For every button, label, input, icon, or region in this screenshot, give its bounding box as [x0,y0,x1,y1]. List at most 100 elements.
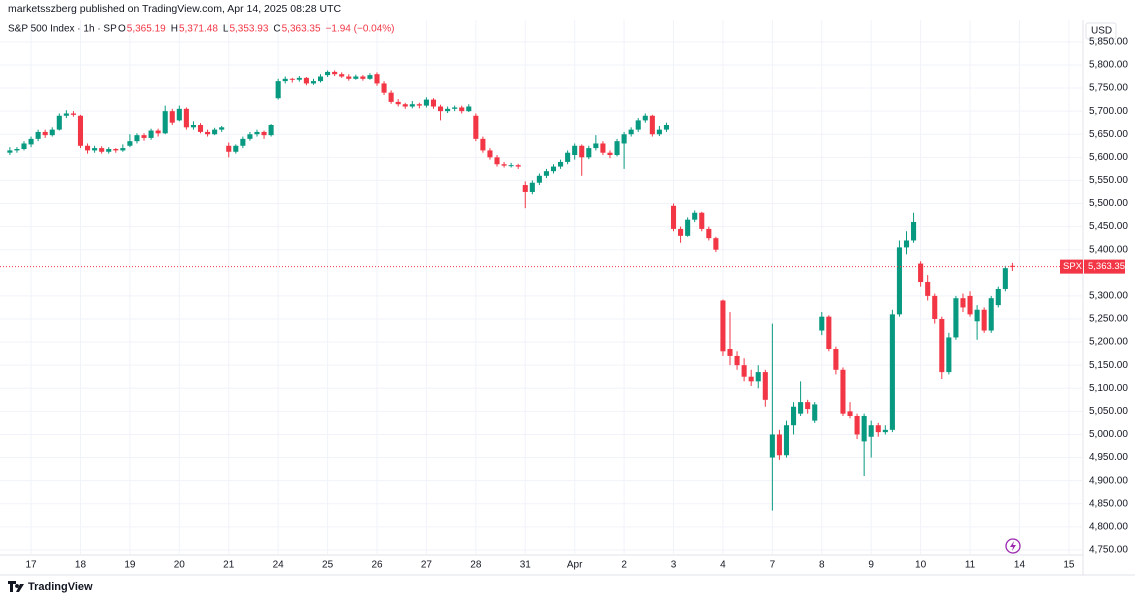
candle-body [310,81,317,84]
candle-body [572,145,578,156]
candle-body [847,411,853,416]
candle-body [840,369,846,414]
legend-key: C [273,24,280,35]
candle-body [995,288,1001,306]
currency-label[interactable]: USD [1091,26,1112,37]
candle-body [219,127,225,130]
y-tick-label: 5,550.00 [1089,175,1128,186]
currency-box[interactable] [1085,22,1117,40]
candle-body [727,349,733,356]
candle-body [56,115,62,130]
x-tick-label: Apr [567,560,583,571]
candle-body [579,145,585,158]
candle-body [861,415,867,442]
x-tick-label: 8 [819,560,825,571]
candle-body [205,131,211,135]
candle-body [932,295,938,319]
last-price-box [1084,259,1125,274]
candle-body [289,78,295,80]
candle-body [240,138,246,146]
candle-body [713,238,719,250]
y-tick-label: 4,850.00 [1089,498,1128,509]
candle-body [501,164,507,166]
candle-body [77,115,84,146]
candle-body [197,124,204,132]
candle-body [819,316,825,331]
candle-body [70,113,76,115]
candle-body [183,108,189,128]
last-price-tag [1060,259,1083,274]
y-tick-label: 5,650.00 [1089,129,1128,140]
candles [7,70,1015,511]
candle-body [720,300,726,352]
candle-body [918,263,924,283]
candle-body [692,212,698,220]
candle-body [134,135,140,142]
candle-body [99,148,105,152]
candle-body [49,129,55,136]
candle-body [7,150,13,153]
x-tick-label: 31 [520,560,532,571]
candle-body [762,372,768,400]
candle-body [395,101,401,105]
candle-body [522,185,528,192]
candle-body [360,76,366,79]
candle-body [896,247,902,315]
candle-body [889,314,895,430]
candle-body [593,143,599,149]
x-tick-label: 4 [720,560,726,571]
candle-body [438,106,444,112]
legend-change: −1.94 (−0.04%) [326,24,395,35]
y-tick-label: 5,400.00 [1089,244,1128,255]
y-tick-label: 5,050.00 [1089,406,1128,417]
brand-logo [8,581,24,592]
events-icon[interactable] [1005,538,1021,554]
legend-key: H [171,24,178,35]
candle-body [536,175,542,183]
candle-body [543,171,549,176]
candle-body [550,166,557,172]
candle-body [325,71,331,76]
legend-value: 5,353.93 [229,24,268,35]
x-tick-label: 14 [1014,560,1026,571]
candle-body [63,113,69,116]
candle-body [911,221,917,241]
candle-body [741,365,747,377]
candle-body [480,138,486,151]
lightning [1010,541,1016,551]
candle-body [416,104,422,106]
candle-body [769,434,775,458]
candle-body [706,228,712,239]
y-tick-label: 4,800.00 [1089,521,1128,532]
candle-body [388,92,394,102]
candle-body [92,148,98,151]
candle-body [106,149,112,152]
candle-body [85,145,91,151]
x-tick-label: 27 [421,560,433,571]
y-tick-label: 5,450.00 [1089,221,1128,232]
candle-body [614,141,620,156]
candle-body [783,425,790,456]
x-tick-label: 24 [273,560,285,571]
candle-body [226,145,232,152]
candle-body [833,349,839,370]
candle-body [353,76,359,79]
candle-body [452,107,458,109]
candle-body [586,148,592,158]
grid [0,20,1083,555]
legend-value: 5,365.19 [127,24,166,35]
candle-body [903,240,910,248]
candle-body [176,108,182,121]
candle-body [317,76,324,82]
ohlc-legend: O 5,365.19 H 5,371.48 L 5,353.93 C 5,363.35 −1.9… [118,24,395,35]
candle-body [402,104,408,107]
candle-body [776,434,782,456]
y-tick-label: 4,950.00 [1089,452,1128,463]
y-tick-label: 5,750.00 [1089,83,1128,94]
candle-body [296,77,302,80]
candle-body [332,71,338,75]
candle-body [14,149,20,151]
candle-body [445,108,451,112]
